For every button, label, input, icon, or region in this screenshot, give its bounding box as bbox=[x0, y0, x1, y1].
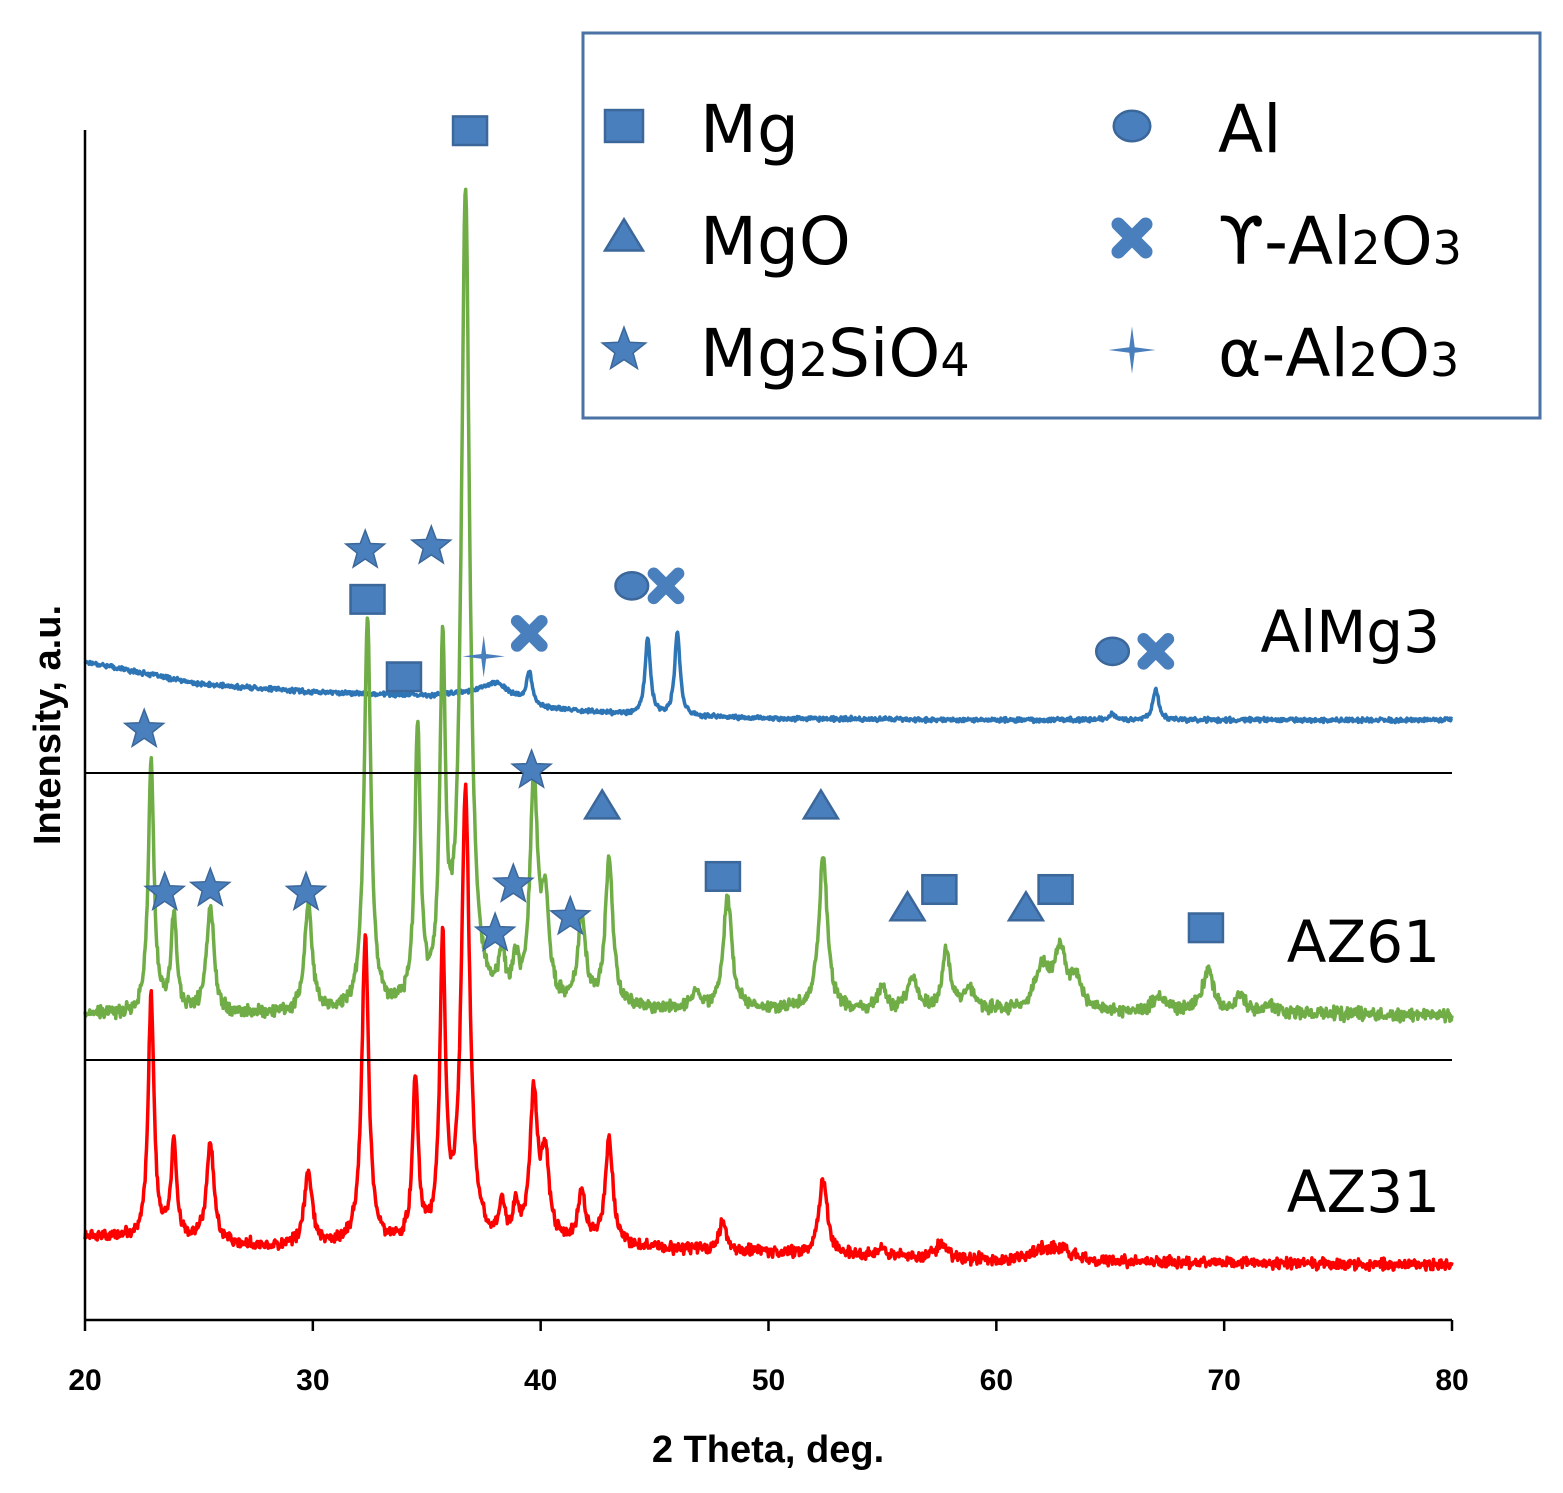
mg2sio4-star-marker bbox=[491, 862, 535, 903]
mg2sio4-star-marker bbox=[473, 910, 517, 952]
legend-mg-square-marker bbox=[603, 108, 645, 144]
mgo-triangle-marker bbox=[888, 889, 927, 922]
x-tick-label: 60 bbox=[980, 1364, 1013, 1397]
legend-label: Al bbox=[1218, 91, 1282, 168]
legend-gamma-al2o3-cross-marker bbox=[1111, 217, 1153, 259]
legend-label: MgO bbox=[700, 203, 851, 280]
mg2sio4-star-marker bbox=[548, 894, 592, 936]
legend-al-circle-marker bbox=[1112, 109, 1152, 143]
mg2sio4-star-marker bbox=[122, 707, 166, 749]
axes: 20 30 40 50 60 70 80 bbox=[68, 130, 1469, 1397]
mgo-triangle-marker bbox=[801, 788, 841, 820]
legend-label: Mg bbox=[700, 91, 799, 168]
mg2sio4-star-marker bbox=[143, 870, 187, 912]
alpha-al2o3-star-marker bbox=[462, 635, 505, 678]
legend-items: Mg Al MgO ϒ-Al2O3 Mg2SiO4 α-Al2O3 bbox=[600, 91, 1462, 392]
mg-square-marker bbox=[451, 115, 489, 147]
mg-square-marker bbox=[385, 661, 423, 693]
legend-label: α-Al2O3 bbox=[1218, 315, 1459, 392]
x-tick-label: 50 bbox=[752, 1364, 785, 1397]
series-line-almg3 bbox=[83, 630, 1454, 725]
legend-box bbox=[581, 31, 1542, 420]
series-label-almg3: AlMg3 bbox=[1260, 598, 1440, 666]
al-circle-marker bbox=[614, 570, 650, 601]
x-tick-label: 80 bbox=[1435, 1364, 1468, 1397]
series-line-az61 bbox=[83, 187, 1454, 1024]
mg2sio4-star-marker bbox=[409, 523, 453, 565]
x-axis-title: 2 Theta, deg. bbox=[652, 1429, 884, 1471]
legend-mg2sio4-star-marker bbox=[600, 325, 648, 371]
gamma-al2o3-cross-marker bbox=[647, 567, 685, 605]
x-tick-label: 70 bbox=[1207, 1364, 1240, 1397]
series-label-az31: AZ31 bbox=[1287, 1158, 1440, 1226]
legend: Mg Al MgO ϒ-Al2O3 Mg2SiO4 α-Al2O3 bbox=[581, 31, 1542, 420]
x-tick-label: 20 bbox=[68, 1364, 101, 1397]
series-label-az61: AZ61 bbox=[1287, 908, 1440, 976]
y-axis-title: Intensity, a.u. bbox=[27, 605, 69, 845]
mgo-triangle-marker bbox=[1006, 889, 1046, 922]
x-axis-ticks: 20 30 40 50 60 70 80 bbox=[68, 1320, 1469, 1397]
plot-area bbox=[83, 115, 1454, 1273]
gamma-al2o3-cross-marker bbox=[510, 615, 548, 652]
mg-square-marker bbox=[349, 583, 386, 615]
phase-marker-layer bbox=[122, 115, 1225, 952]
al-circle-marker bbox=[1094, 636, 1131, 667]
x-tick-label: 40 bbox=[524, 1364, 557, 1397]
mg-square-marker bbox=[704, 860, 742, 892]
mg2sio4-star-marker bbox=[284, 870, 328, 912]
series-line-az31 bbox=[83, 782, 1454, 1273]
mg-square-marker bbox=[921, 873, 958, 906]
mg-square-marker bbox=[1187, 912, 1225, 944]
legend-label: ϒ-Al2O3 bbox=[1218, 203, 1462, 280]
legend-mgo-triangle-marker bbox=[602, 216, 646, 252]
legend-label: Mg2SiO4 bbox=[700, 315, 970, 392]
mgo-triangle-marker bbox=[582, 788, 622, 820]
gamma-al2o3-cross-marker bbox=[1137, 632, 1175, 670]
mg2sio4-star-marker bbox=[188, 866, 232, 907]
legend-alpha-al2o3-star-marker bbox=[1108, 326, 1156, 374]
mg2sio4-star-marker bbox=[343, 527, 387, 569]
x-tick-label: 30 bbox=[296, 1364, 329, 1397]
mg-square-marker bbox=[1037, 873, 1074, 906]
mg2sio4-star-marker bbox=[510, 747, 554, 789]
